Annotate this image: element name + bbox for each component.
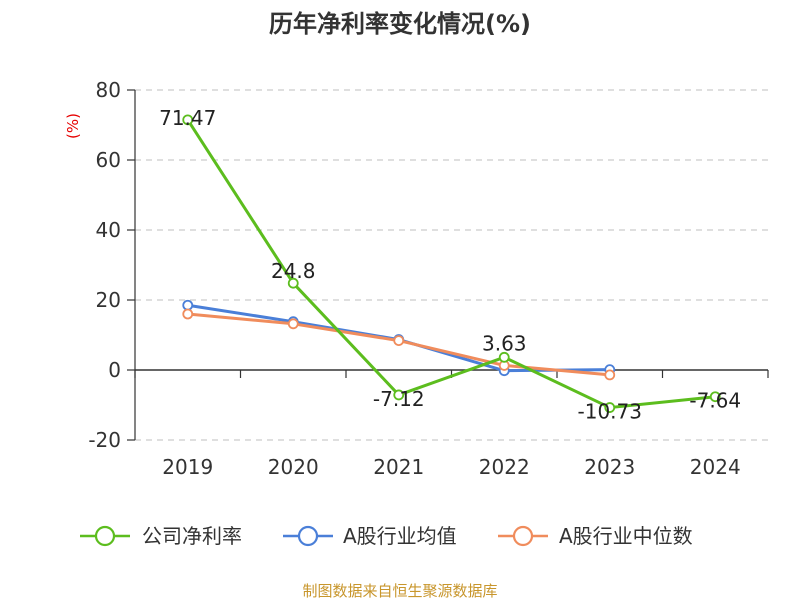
legend-marker-icon (94, 525, 116, 547)
data-label: 3.63 (482, 331, 527, 355)
y-tick-label: 20 (96, 288, 121, 312)
y-axis-unit: (%) (64, 113, 82, 139)
data-point (604, 402, 616, 413)
data-point (393, 389, 405, 401)
data-point (604, 369, 616, 381)
x-tick-label: 2023 (584, 455, 635, 479)
y-tick-label: 80 (96, 78, 121, 102)
data-point (182, 114, 194, 126)
data-point (287, 277, 299, 289)
x-tick-label: 2024 (690, 455, 741, 479)
data-label: 24.8 (271, 259, 316, 283)
legend-label: A股行业中位数 (559, 524, 693, 548)
grid-lines (135, 89, 768, 441)
y-tick-label: -20 (88, 428, 121, 452)
data-point (393, 335, 405, 347)
y-axis: 80 60 40 20 0 -20 (88, 78, 136, 452)
x-tick-label: 2021 (373, 455, 424, 479)
data-point (182, 299, 194, 311)
y-tick-label: 40 (96, 218, 121, 242)
chart-title: 历年净利率变化情况(%) (269, 10, 531, 38)
x-tick-label: 2022 (479, 455, 530, 479)
legend-marker-icon (297, 525, 319, 547)
legend-marker-icon (512, 525, 534, 547)
data-point (182, 308, 194, 320)
legend: 公司净利率 A股行业均值 A股行业中位数 (80, 524, 693, 548)
data-point (709, 391, 721, 403)
x-axis: 2019 2020 2021 2022 2023 2024 (134, 369, 769, 479)
series-line-0 (186, 119, 716, 410)
source-note: 制图数据来自恒生聚源数据库 (302, 582, 497, 600)
legend-label: 公司净利率 (142, 524, 242, 548)
data-label: -10.73 (578, 400, 642, 424)
data-point (287, 318, 299, 330)
data-label: -7.12 (373, 387, 425, 411)
x-tick-label: 2019 (162, 455, 213, 479)
x-tick-label: 2020 (268, 455, 319, 479)
series-group (182, 114, 721, 413)
legend-label: A股行业均值 (343, 524, 457, 548)
y-tick-label: 0 (108, 358, 121, 382)
data-label: 71.47 (159, 106, 216, 130)
data-labels: 71.47 24.8 -7.12 3.63 -10.73 -7.64 (159, 106, 741, 424)
data-point (498, 351, 510, 363)
data-label: -7.64 (689, 389, 741, 413)
y-tick-label: 60 (96, 148, 121, 172)
